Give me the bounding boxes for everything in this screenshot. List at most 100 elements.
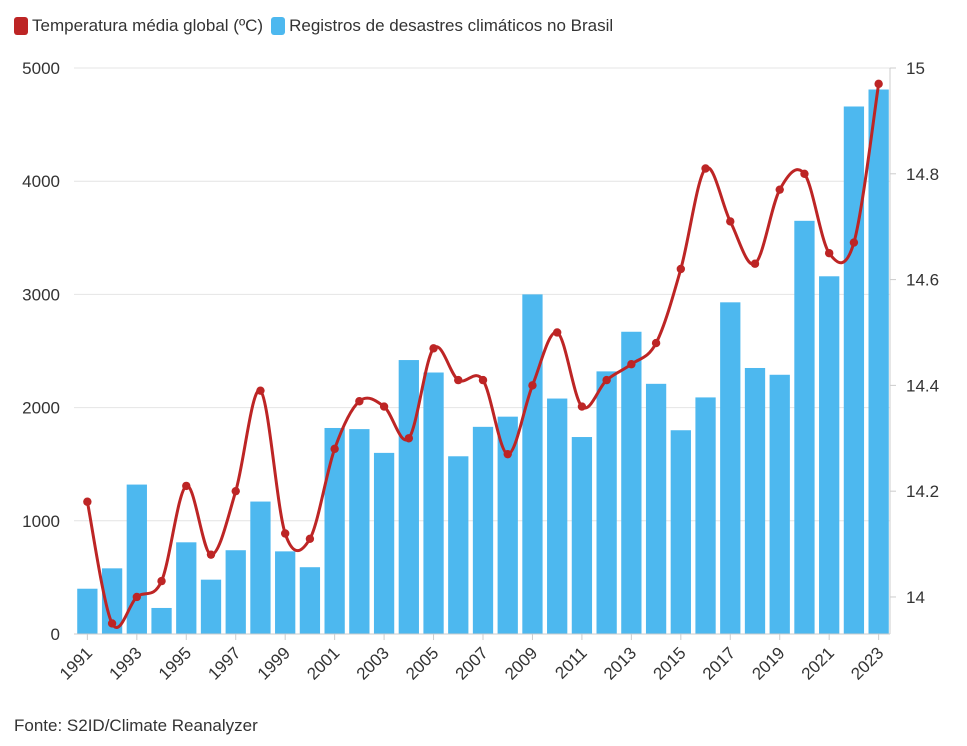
legend-item-disasters[interactable]: Registros de desastres climáticos no Bra…: [271, 16, 613, 36]
temperature-point: [701, 164, 710, 173]
bar: [200, 579, 222, 634]
temperature-point: [83, 497, 92, 506]
bar: [324, 427, 345, 634]
temperature-point: [775, 185, 784, 194]
legend-label-disasters: Registros de desastres climáticos no Bra…: [289, 16, 614, 35]
x-tick-label: 2017: [699, 643, 739, 683]
bar: [423, 372, 444, 634]
bar: [695, 397, 716, 634]
bar: [868, 89, 889, 635]
temperature-point: [577, 402, 587, 411]
bar: [720, 302, 741, 634]
bar: [571, 437, 593, 634]
bar: [819, 276, 840, 634]
x-tick-label: 1991: [56, 643, 96, 683]
temperature-point: [305, 534, 315, 543]
source-note: Fonte: S2ID/Climate Reanalyzer: [14, 716, 258, 735]
bar: [299, 567, 321, 634]
line-series: [83, 79, 883, 629]
x-tick-label: 2009: [501, 643, 541, 683]
temperature-point: [379, 402, 389, 411]
bar: [596, 371, 617, 634]
temperature-point: [330, 444, 339, 454]
y-right-tick-label: 14.8: [906, 165, 939, 184]
bar: [101, 568, 123, 634]
bar: [843, 106, 865, 635]
legend-label-temperature: Temperatura média global (ºC): [32, 16, 264, 35]
temperature-point: [454, 375, 463, 385]
temperature-point: [280, 529, 290, 538]
y-right-tick-label: 14.6: [906, 271, 939, 290]
temperature-point: [206, 550, 216, 559]
temperature-point: [182, 481, 191, 491]
x-tick-label: 2021: [798, 643, 838, 683]
x-tick-label: 2019: [748, 643, 788, 683]
bar: [769, 374, 790, 634]
bar: [522, 294, 543, 634]
y-left-tick-label: 0: [51, 625, 60, 644]
y-left-tick-label: 4000: [22, 172, 60, 191]
temperature-point: [800, 169, 809, 178]
x-tick-label: 1993: [105, 643, 145, 683]
temperature-point: [750, 259, 760, 268]
y-left-tick-label: 3000: [22, 285, 60, 304]
bar: [448, 456, 469, 634]
temperature-point: [874, 79, 883, 89]
x-tick-label: 2013: [600, 643, 640, 683]
bar: [645, 383, 667, 634]
x-tick-label: 2005: [402, 643, 442, 683]
temperature-point: [429, 344, 438, 353]
x-tick-label: 2011: [551, 643, 590, 682]
bar: [744, 367, 766, 634]
bar: [77, 588, 98, 634]
temperature-point: [503, 449, 512, 459]
bar: [794, 220, 815, 634]
temperature-point: [528, 381, 537, 390]
x-tick-label: 1997: [204, 643, 244, 683]
temperature-point: [355, 397, 364, 406]
y-left-tick-label: 2000: [22, 399, 60, 418]
temperature-point: [552, 328, 562, 337]
temperature-point: [602, 375, 611, 385]
bar: [126, 484, 147, 634]
temperature-point: [824, 248, 834, 258]
bar: [497, 416, 518, 634]
bar: [472, 426, 494, 634]
y-right-tick-label: 15: [906, 59, 925, 78]
bar: [275, 551, 296, 634]
bar: [547, 398, 568, 634]
bar: [151, 607, 172, 634]
x-tick-label: 2015: [649, 643, 689, 683]
y-right-tick-label: 14.2: [906, 482, 939, 501]
temperature-point: [157, 576, 166, 586]
y-left-tick-label: 5000: [22, 59, 60, 78]
legend-item-temperature[interactable]: Temperatura média global (ºC): [14, 16, 263, 36]
bar: [398, 360, 419, 634]
y-right-tick-label: 14.4: [906, 376, 939, 395]
legend-swatch-temperature: [14, 17, 28, 35]
y-right-tick-label: 14: [906, 588, 925, 607]
bar: [621, 331, 642, 634]
bar-series: [77, 89, 889, 635]
bar: [349, 429, 370, 634]
temperature-point: [107, 619, 117, 628]
bar: [225, 550, 246, 634]
temperature-point: [651, 338, 661, 348]
temperature-point: [849, 238, 859, 247]
temperature-point: [726, 217, 735, 226]
x-tick-label: 2007: [452, 643, 492, 683]
bar: [250, 501, 271, 634]
bar: [373, 452, 395, 634]
x-tick-label: 1995: [155, 643, 195, 683]
temperature-point: [404, 434, 414, 443]
temperature-point: [231, 486, 240, 496]
temperature-point: [627, 360, 636, 369]
x-tick-label: 2003: [353, 643, 393, 683]
legend-swatch-disasters: [271, 17, 286, 35]
x-tick-label: 2023: [847, 643, 887, 683]
temperature-point: [256, 386, 265, 395]
chart-legend: Temperatura média global (ºC) Registros …: [14, 16, 621, 36]
x-tick-label: 1999: [254, 643, 294, 683]
temperature-point: [676, 264, 686, 274]
temperature-point: [478, 375, 488, 385]
